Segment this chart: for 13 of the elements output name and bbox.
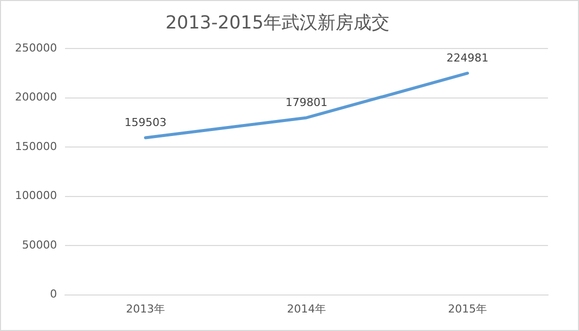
chart-title: 2013-2015年武汉新房成交 xyxy=(165,12,390,34)
x-tick-label: 2013年 xyxy=(126,302,165,316)
y-tick-label: 100000 xyxy=(14,189,57,202)
y-tick-label: 0 xyxy=(50,288,57,301)
data-label: 179801 xyxy=(285,96,328,110)
y-tick-label: 150000 xyxy=(14,140,57,153)
y-tick-label: 200000 xyxy=(14,90,57,104)
x-tick-label: 2015年 xyxy=(448,302,487,316)
x-tick-label: 2014年 xyxy=(286,302,326,316)
y-tick-label: 250000 xyxy=(14,41,57,54)
data-label: 159503 xyxy=(124,116,166,130)
data-label: 224981 xyxy=(446,52,488,65)
y-tick-label: 50000 xyxy=(22,238,57,252)
